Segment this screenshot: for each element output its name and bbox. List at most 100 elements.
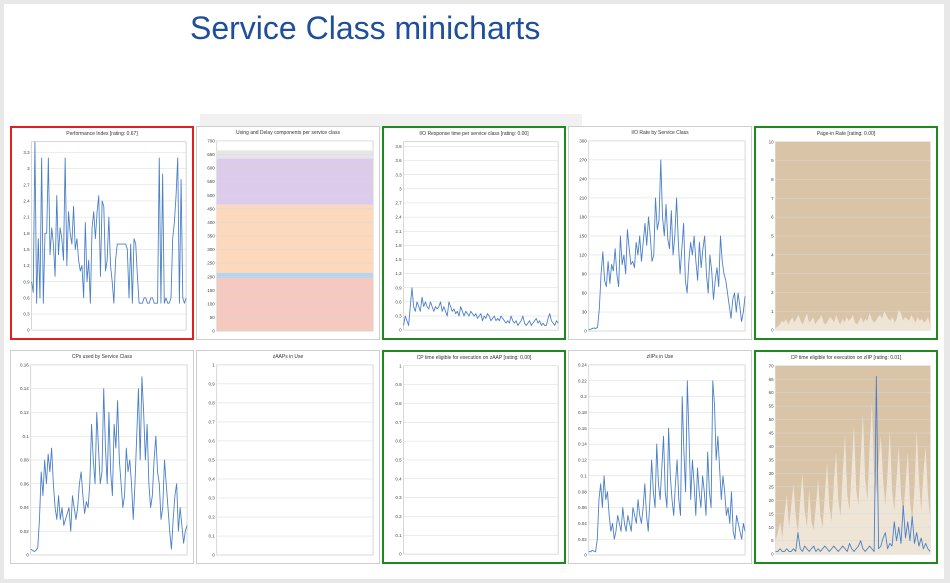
- y-tick-label: 50: [210, 315, 216, 320]
- data-line: [588, 380, 746, 553]
- y-tick-label: 0.8: [208, 400, 215, 405]
- y-tick-label: 0.3: [395, 314, 402, 319]
- y-tick-label: 0: [399, 552, 402, 557]
- minichart-zaaps-in-use[interactable]: zAAPs in Use 0 0.1 0.2 0.3 0.4 0.5 0.6 0.7 0.8 0.9…: [196, 350, 380, 564]
- y-tick-label: 0.5: [208, 458, 215, 463]
- y-tick-label: 2.7: [23, 182, 30, 187]
- y-tick-label: 0.1: [395, 533, 402, 538]
- y-tick-label: 100: [207, 301, 215, 306]
- y-tick-label: 0.7: [208, 420, 215, 425]
- minichart-svg: 0 0.3 0.6 0.9 1.2 1.5 1.8 2.1 2.4 2.7 3 3.3: [23, 141, 187, 333]
- data-line: [588, 159, 746, 331]
- plot-area: [31, 141, 187, 331]
- y-tick-label: 0.14: [578, 442, 587, 447]
- area-series: [775, 309, 931, 331]
- y-tick-label: 1: [212, 362, 215, 367]
- y-tick-label: 0.22: [578, 378, 587, 383]
- y-tick-label: 3.3: [23, 150, 30, 155]
- y-tick-label: 60: [582, 291, 588, 296]
- minichart-title: CP time eligible for execution on zAAP […: [416, 355, 532, 361]
- y-tick-label: 0.3: [23, 312, 30, 317]
- y-tick-label: 30: [769, 471, 774, 476]
- y-tick-label: 2: [771, 290, 774, 295]
- page: Service Class minicharts Performance Ind…: [4, 4, 944, 579]
- y-tick-label: 2.4: [395, 215, 402, 220]
- area-series: [775, 403, 931, 555]
- minichart-ziips-in-use[interactable]: zIIPs in Use 0 0.02 0.04 0.06 0.08 0.1 0.12 0.14…: [568, 350, 752, 564]
- area-band: [216, 204, 374, 273]
- area-band: [216, 272, 374, 279]
- y-tick-label: 4: [771, 252, 774, 257]
- y-tick-label: 450: [207, 206, 215, 211]
- minichart-using-delay[interactable]: Using and Delay components per service c…: [196, 126, 380, 340]
- data-line: [31, 141, 187, 304]
- y-tick-label: 0.7: [395, 420, 402, 425]
- y-tick-label: 0: [212, 553, 215, 558]
- y-tick-label: 300: [207, 247, 215, 252]
- y-tick-label: 1: [771, 309, 774, 314]
- minichart-perf-index[interactable]: Performance Index [rating: 0.67] 0 0.3 0.6 0…: [10, 126, 194, 340]
- y-tick-label: 0.18: [578, 410, 587, 415]
- y-tick-label: 300: [579, 138, 587, 143]
- y-tick-label: 0.6: [395, 439, 402, 444]
- y-tick-label: 65: [769, 377, 774, 382]
- minichart-title: Page-in Rate [rating: 0.00]: [816, 131, 876, 137]
- y-tick-label: 0: [584, 329, 587, 334]
- y-tick-label: 8: [771, 177, 774, 182]
- y-tick-label: 0: [26, 553, 29, 558]
- y-tick-label: 550: [207, 179, 215, 184]
- y-tick-label: 1.5: [23, 247, 30, 252]
- y-tick-label: 0.5: [395, 458, 402, 463]
- minichart-svg: 0 1 2 3 4 5 6 7 8 9 10: [769, 139, 931, 333]
- page-title: Service Class minicharts: [190, 10, 541, 46]
- y-tick-label: 1: [399, 363, 402, 368]
- minichart-svg: 0 50 100 150 200 250 300 350 400 450 500 550 600 650 7…: [207, 138, 374, 334]
- y-tick-label: 0.16: [20, 362, 29, 367]
- y-tick-label: 70: [769, 363, 774, 368]
- y-tick-label: 500: [207, 193, 215, 198]
- y-tick-label: 90: [582, 272, 588, 277]
- y-tick-label: 20: [769, 498, 774, 503]
- minichart-cps-used[interactable]: CPs used by Service Class 0 0.02 0.04 0.06 0.…: [10, 350, 194, 564]
- y-tick-label: 0.14: [20, 386, 29, 391]
- y-tick-label: 180: [579, 215, 587, 220]
- minichart-svg: 0 0.1 0.2 0.3 0.4 0.5 0.6 0.7 0.8 0.9 1: [208, 362, 374, 558]
- y-tick-label: 0.12: [578, 458, 587, 463]
- minichart-page-in[interactable]: Page-in Rate [rating: 0.00] 0 1 2 3 4 5 6 7 8 9 10: [754, 126, 938, 340]
- y-tick-label: 3: [771, 271, 774, 276]
- minichart-svg: 0 0.02 0.04 0.06 0.08 0.1 0.12 0.14 0.16 0.18 0.2 0…: [578, 362, 746, 558]
- minichart-svg: 0 5 10 15 20 25 30 35 40 45 50 55 60 65 70: [769, 363, 931, 557]
- y-tick-label: 0.24: [578, 362, 587, 367]
- y-tick-label: 200: [207, 274, 215, 279]
- y-tick-label: 1.8: [395, 243, 402, 248]
- y-tick-label: 1.8: [23, 231, 30, 236]
- y-tick-label: 0.1: [580, 473, 587, 478]
- y-tick-label: 0: [399, 328, 402, 333]
- y-tick-label: 0.4: [208, 477, 215, 482]
- y-tick-label: 3.9: [395, 144, 402, 149]
- y-tick-label: 0.9: [208, 381, 215, 386]
- y-tick-label: 0.2: [395, 514, 402, 519]
- y-tick-label: 40: [769, 444, 774, 449]
- y-tick-label: 5: [771, 234, 774, 239]
- y-tick-label: 3: [399, 186, 402, 191]
- y-tick-label: 0.08: [578, 489, 587, 494]
- y-tick-label: 0.9: [395, 285, 402, 290]
- y-tick-label: 0.16: [578, 426, 587, 431]
- y-tick-label: 0.6: [208, 439, 215, 444]
- y-tick-label: 7: [771, 196, 774, 201]
- y-tick-label: 0: [771, 328, 774, 333]
- minichart-io-rate[interactable]: I/O Rate by Service Class 0 30 60 90 120 150 18…: [568, 126, 752, 340]
- minichart-cp-ziip[interactable]: CP time eligible for execution on zIIP […: [754, 350, 938, 564]
- minichart-title: Using and Delay components per service c…: [236, 130, 340, 136]
- minichart-cp-zaap[interactable]: CP time eligible for execution on zAAP […: [382, 350, 566, 564]
- minichart-title: zAAPs in Use: [272, 354, 304, 360]
- y-tick-label: 6: [771, 215, 774, 220]
- minichart-io-response[interactable]: I/O Response time per service class [rat…: [382, 126, 566, 340]
- y-tick-label: 0.02: [20, 529, 29, 534]
- minichart-svg: 0 0.1 0.2 0.3 0.4 0.5 0.6 0.7 0.8 0.9 1: [395, 363, 559, 557]
- area-band: [216, 278, 374, 332]
- y-tick-label: 350: [207, 234, 215, 239]
- minichart-title: I/O Rate by Service Class: [631, 130, 689, 136]
- y-tick-label: 1.2: [395, 271, 402, 276]
